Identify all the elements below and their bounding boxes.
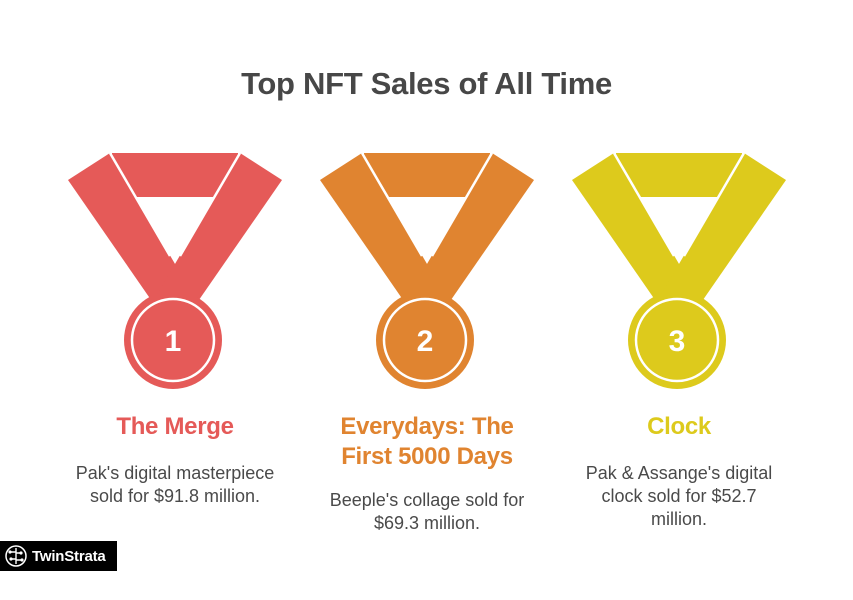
medal-2-disc: [376, 291, 474, 389]
medal-2: 2: [312, 150, 542, 400]
medal-ribbon-right: [400, 153, 534, 310]
medal-ribbon-left: [320, 153, 454, 310]
medal-3-number: 3: [669, 325, 686, 358]
medal-2-title: Everydays: The First 5000 Days: [340, 413, 514, 470]
medal-3-graphic: 3: [572, 152, 786, 389]
medal-1-graphic: 1: [68, 152, 282, 389]
brain-circuit-icon: [5, 545, 27, 567]
medal-ribbon-top: [112, 153, 238, 197]
medal-3-description: Pak & Assange's digital clock sold for $…: [585, 463, 773, 529]
medal-3-ribbon: [572, 152, 786, 310]
medal-2-number: 2: [417, 325, 434, 358]
medal-ribbon-top: [616, 153, 742, 197]
medal-1-description: Pak's digital masterpiece sold for $91.8…: [75, 463, 275, 506]
medal-3-inner-ring: [634, 297, 720, 383]
medal-3: 3: [564, 150, 794, 400]
medal-ribbon-right: [148, 153, 282, 310]
brand-badge: TwinStrata: [0, 541, 117, 571]
medal-2-graphic: 2: [320, 152, 534, 389]
medal-1-disc: [124, 291, 222, 389]
medal-1-number: 1: [165, 325, 182, 358]
medal-ribbon-right: [652, 153, 786, 310]
medal-3-title: Clock: [647, 413, 711, 440]
medal-2-description: Beeple's collage sold for $69.3 million.: [329, 490, 525, 533]
medal-ribbon-left: [572, 153, 706, 310]
brand-name: TwinStrata: [32, 547, 106, 565]
medal-ribbon-top: [364, 153, 490, 197]
medal-1-inner-ring: [130, 297, 216, 383]
medal-1: 1: [60, 150, 290, 400]
medal-2-inner-ring: [382, 297, 468, 383]
page-title: Top NFT Sales of All Time: [241, 66, 612, 101]
medal-3-disc: [628, 291, 726, 389]
medal-ribbon-left: [68, 153, 202, 310]
medal-1-ribbon: [68, 152, 282, 310]
medal-1-title: The Merge: [116, 413, 234, 440]
medal-2-ribbon: [320, 152, 534, 310]
